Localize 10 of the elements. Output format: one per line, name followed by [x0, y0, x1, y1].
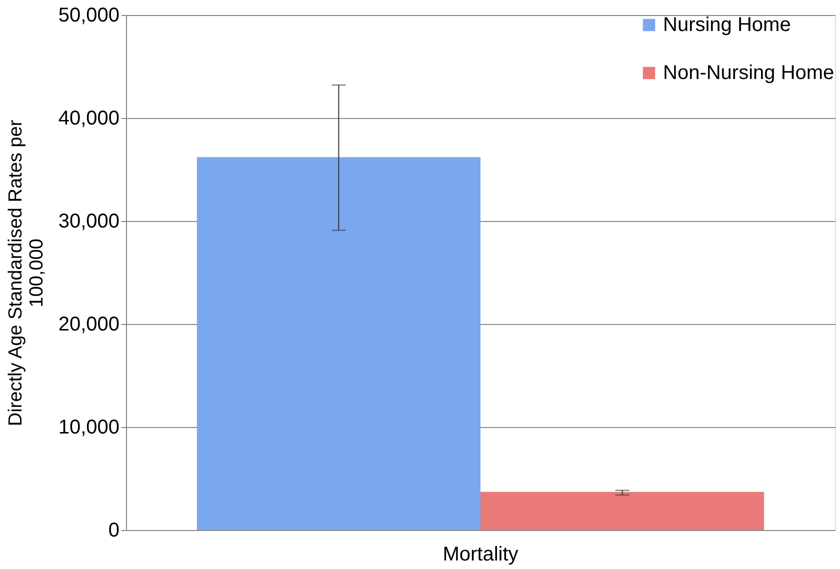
y-tick-label: 20,000 — [58, 314, 120, 336]
y-tick-label: 40,000 — [58, 108, 120, 130]
y-axis-title: Directly Age Standardised Rates per 100,000 — [5, 119, 48, 426]
legend-label: Non-Nursing Home — [663, 62, 834, 84]
y-tick-label: 10,000 — [58, 416, 120, 438]
y-tick-label: 30,000 — [58, 210, 120, 232]
legend-label: Nursing Home — [663, 14, 791, 36]
x-tick-label: Mortality — [442, 544, 518, 566]
y-tick-label: 50,000 — [58, 4, 120, 26]
y-tick-label: 0 — [108, 520, 120, 542]
